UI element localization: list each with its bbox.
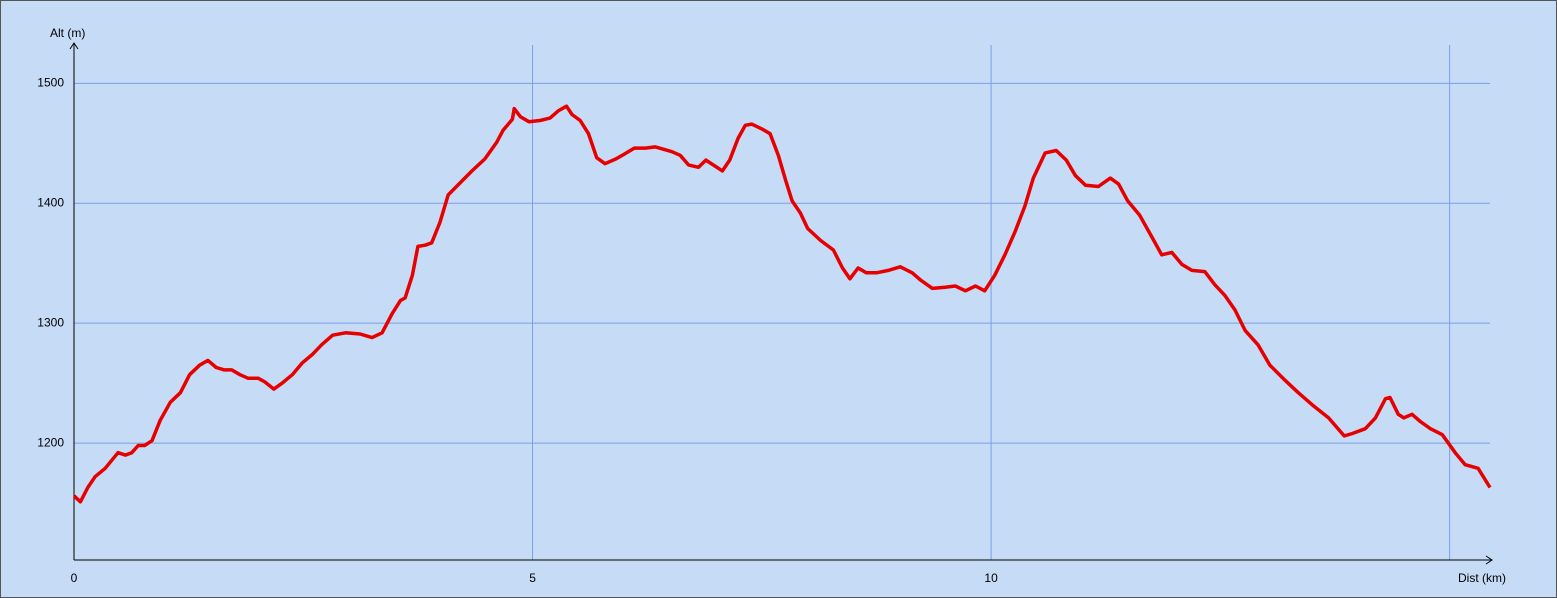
x-axis-label: Dist (km)	[1458, 571, 1506, 585]
y-tick-label: 1400	[37, 195, 64, 209]
y-tick-label: 1200	[37, 435, 64, 449]
x-axis-arrow	[1485, 555, 1493, 565]
x-tick-label: 0	[71, 571, 78, 585]
y-axis-arrow	[69, 42, 79, 50]
x-tick-label: 10	[984, 571, 998, 585]
x-tick-label: 5	[529, 571, 536, 585]
y-tick-label: 1300	[37, 315, 64, 329]
y-tick-label: 1500	[37, 76, 64, 90]
elevation-line	[72, 104, 1492, 504]
y-axis-label: Alt (m)	[50, 26, 85, 40]
